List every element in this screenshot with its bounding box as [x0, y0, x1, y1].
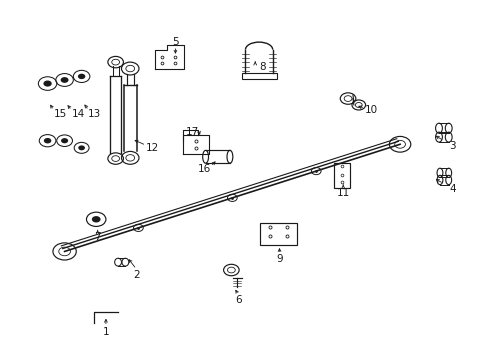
Bar: [260, 223, 296, 245]
Circle shape: [78, 145, 85, 150]
Circle shape: [92, 216, 101, 222]
Circle shape: [61, 77, 68, 83]
Text: 5: 5: [172, 37, 179, 48]
Bar: [333, 163, 349, 188]
Circle shape: [43, 81, 52, 87]
Text: 4: 4: [448, 184, 455, 194]
Text: 2: 2: [133, 270, 140, 280]
Text: 17: 17: [185, 127, 199, 137]
Text: 13: 13: [88, 109, 101, 119]
Text: 16: 16: [198, 164, 211, 174]
Text: 8: 8: [259, 63, 266, 72]
Circle shape: [78, 74, 85, 79]
Bar: [241, 73, 276, 79]
Text: 9: 9: [276, 254, 282, 264]
Circle shape: [44, 138, 51, 143]
Text: 12: 12: [145, 143, 159, 153]
Text: 11: 11: [336, 188, 349, 198]
Text: 15: 15: [54, 109, 67, 119]
Text: 6: 6: [235, 295, 242, 305]
Text: 3: 3: [448, 141, 455, 151]
Text: 10: 10: [364, 105, 377, 115]
Text: 14: 14: [71, 109, 84, 119]
Text: 7: 7: [94, 232, 101, 242]
Text: 1: 1: [102, 327, 109, 337]
Circle shape: [61, 138, 68, 143]
